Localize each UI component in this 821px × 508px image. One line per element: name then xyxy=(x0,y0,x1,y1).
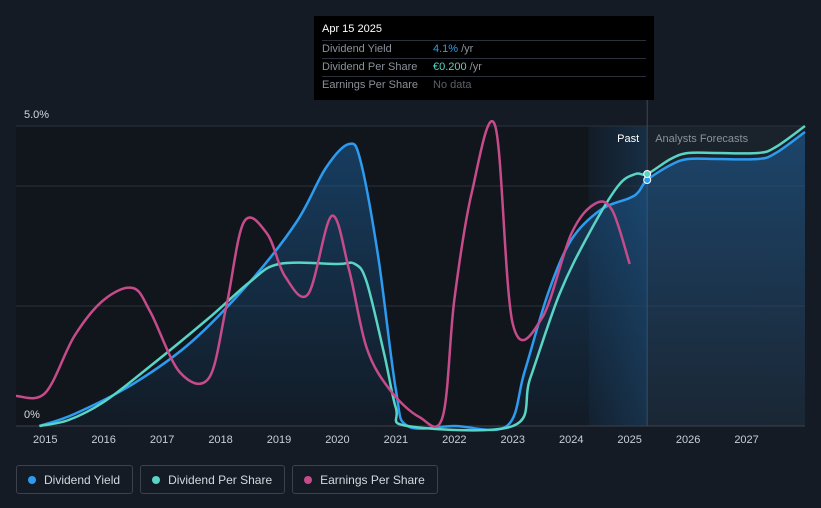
tooltip-date: Apr 15 2025 xyxy=(322,23,382,35)
tooltip-row-dividend-per-share: Dividend Per Share €0.200 /yr xyxy=(322,58,646,76)
x-tick-label: 2025 xyxy=(617,434,641,446)
x-tick-label: 2020 xyxy=(325,434,349,446)
tooltip-value: 4.1% xyxy=(433,43,459,55)
tooltip-unit: /yr xyxy=(461,43,474,55)
tooltip-row-earnings-per-share: Earnings Per Share No data xyxy=(322,76,646,94)
tooltip-label: Earnings Per Share xyxy=(322,79,418,91)
x-tick-label: 2023 xyxy=(501,434,525,446)
legend-label: Dividend Per Share xyxy=(168,472,273,487)
forecast-label: Analysts Forecasts xyxy=(655,133,748,145)
legend-item-dividend-yield[interactable]: Dividend Yield xyxy=(16,465,134,494)
x-tick-label: 2019 xyxy=(267,434,291,446)
legend-label: Earnings Per Share xyxy=(320,472,425,487)
y-tick-label: 5.0% xyxy=(24,109,49,121)
tooltip-value: No data xyxy=(433,79,472,91)
legend-dot-icon xyxy=(28,475,36,484)
x-tick-label: 2016 xyxy=(91,434,115,446)
legend-dot-icon xyxy=(152,475,161,484)
tooltip-unit: /yr xyxy=(469,61,482,73)
legend-item-earnings-per-share[interactable]: Earnings Per Share xyxy=(292,465,438,494)
legend-label: Dividend Yield xyxy=(44,472,121,487)
past-label: Past xyxy=(617,133,639,145)
x-tick-label: 2022 xyxy=(442,434,466,446)
tooltip-value: €0.200 xyxy=(433,61,467,73)
dividend-per-share-hover-marker xyxy=(643,170,652,178)
tooltip-label: Dividend Per Share xyxy=(322,61,418,73)
legend-dot-icon xyxy=(304,475,313,484)
tooltip-label: Dividend Yield xyxy=(322,43,392,55)
dividend-yield-area xyxy=(39,132,805,430)
tooltip-row-dividend-yield: Dividend Yield 4.1% /yr xyxy=(322,40,646,58)
x-tick-label: 2018 xyxy=(208,434,232,446)
earnings-per-share-line xyxy=(15,120,631,428)
dividend-per-share-line xyxy=(39,124,806,432)
x-tick-label: 2024 xyxy=(559,434,583,446)
x-tick-label: 2027 xyxy=(734,434,758,446)
x-tick-label: 2021 xyxy=(384,434,408,446)
x-tick-label: 2026 xyxy=(676,434,700,446)
legend: Dividend Yield Dividend Per Share Earnin… xyxy=(16,465,438,494)
y-tick-label: 0% xyxy=(24,409,40,421)
x-tick-label: 2015 xyxy=(33,434,57,446)
x-tick-label: 2017 xyxy=(150,434,174,446)
legend-item-dividend-per-share[interactable]: Dividend Per Share xyxy=(140,465,286,494)
hover-tooltip: Apr 15 2025 Dividend Yield 4.1% /yr Divi… xyxy=(314,16,654,100)
